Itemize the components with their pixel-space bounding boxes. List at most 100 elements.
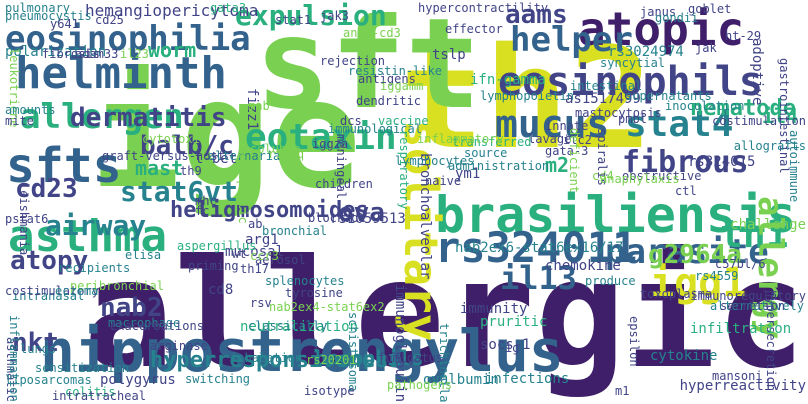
word-graft-versus-host: graft-versus-host (102, 149, 225, 163)
word-asthma: asthma (8, 211, 167, 262)
word-mucus: mucus (495, 102, 610, 146)
word-administration: administration (448, 159, 550, 173)
word-ifn-gamma: ifn-gamma (470, 72, 546, 88)
word-lymphocytes: lymphocytes (395, 154, 475, 168)
word-eotaxin: eotaxin (245, 117, 397, 158)
word-peribronchial: peribronchial (70, 279, 164, 293)
word-immunological: immunological (328, 122, 422, 136)
word-exacerbations: exacerbations (110, 319, 204, 333)
word-nab2ex6-stat6ex16-17: nab2ex6-stat6ex16/17 (455, 240, 624, 256)
word-ab: ab (248, 217, 263, 231)
word-effector: effector (445, 22, 503, 36)
word-intranasal: intranasal (12, 289, 85, 303)
word-helminth: helminth (15, 48, 227, 99)
word-costimulatory: costimulatory (5, 284, 99, 298)
word-dendritic: dendritic (356, 94, 422, 108)
word-ilc2: ilc2 (563, 133, 592, 147)
word-blockade: blockade (308, 211, 366, 225)
word-liposarcomas: liposarcomas (5, 373, 92, 387)
word-inoculation: inoculation (665, 99, 745, 113)
word-pruritic: pruritic (480, 314, 548, 330)
word-anti-cd3: anti-cd3 (343, 26, 401, 40)
word-goblet: goblet (688, 2, 732, 16)
word-infiltration: infiltration (690, 321, 792, 337)
word-cd4: cd4 (592, 169, 614, 183)
word-allergic: allergic (83, 228, 806, 402)
word-antigens: antigens (358, 72, 416, 86)
word-hemangiopericytoma: hemangiopericytoma (85, 1, 259, 20)
word-resistin-like: resistin-like (348, 64, 442, 78)
word-rs324015: rs324015 (688, 154, 756, 170)
word-tyrosine: tyrosine (285, 286, 343, 300)
word-atopic: atopic (578, 2, 745, 56)
word-transferred: transferred (452, 135, 532, 149)
word-jak: jak (695, 41, 717, 55)
word-inhalation: inhalation (230, 351, 303, 365)
word-epsilon: epsilon (627, 316, 641, 367)
word-hypercontractility: hypercontractility (418, 1, 549, 15)
word-cd25: cd25 (95, 13, 124, 27)
word-gastrointestinal: gastrointestinal (777, 58, 791, 174)
word-janus: janus (640, 5, 677, 19)
word-ig: ig (505, 341, 520, 355)
word-source: source (464, 146, 508, 160)
word-aspergillus: aspergillus (177, 239, 257, 253)
word-mhc: mhc (195, 194, 217, 208)
word-challenge: challenge (730, 217, 806, 233)
word-immunoregulatory: immunoregulatory (690, 289, 806, 303)
word-naive: naive (425, 174, 462, 188)
word-nkt: nkt (12, 328, 59, 358)
word-mastocytosis: mastocytosis (575, 106, 662, 120)
word-ova: ova (338, 198, 385, 228)
word-fc: fc (195, 204, 210, 218)
word-stat1: stat1 (275, 13, 312, 27)
word-neutralization: neutralization (240, 319, 359, 335)
word-rsv: rsv (250, 296, 272, 310)
word-elisa: elisa (125, 248, 162, 262)
word-mite: mite (5, 114, 34, 128)
word-chemokine: chemokine (545, 258, 621, 274)
word-iggza: iggza (312, 137, 349, 151)
word-as1517499: as1517499 (565, 91, 641, 107)
word-arg1: arg1 (245, 232, 279, 248)
word-il23: il23 (120, 47, 149, 61)
word-sensitization: sensitization (35, 361, 129, 375)
word-innate: innate (545, 119, 589, 133)
word-cd8: cd8 (208, 282, 234, 298)
word-bronchial: bronchial (262, 224, 328, 238)
word-adam33: adam33 (75, 47, 119, 61)
word-eosinophils: eosinophils (498, 59, 763, 105)
word-fumigatus: fumigatus (378, 351, 444, 365)
word-airway: airway (45, 209, 147, 242)
word-switching: switching (185, 372, 251, 386)
word-eosinophilia: eosinophilia (5, 19, 251, 59)
word-splenocytes: splenocytes (265, 274, 345, 288)
word-cytotoxic: cytotoxic (142, 132, 208, 146)
word-socs-1: socs-1 (480, 337, 531, 353)
word-fibrous: fibrous (622, 145, 749, 180)
word-rs1059513: rs1059513 (330, 211, 406, 227)
word-expulsion: expulsion (235, 0, 387, 32)
word-nab2ex4-stat6ex2: nab2ex4-stat6ex2 (269, 300, 385, 314)
word-alternatively: alternatively (710, 299, 804, 313)
word-alternaria: alternaria (208, 149, 281, 163)
word-secretion: secretion (720, 299, 786, 313)
word-mansoni: mansoni (712, 369, 763, 383)
word-mast: mast (135, 156, 184, 180)
word-il13: il13 (500, 259, 578, 297)
word-leishmania: leishmania (17, 183, 31, 256)
word-r130q: r130q (268, 147, 305, 161)
word-toxoplasma: toxoplasma (640, 287, 713, 301)
word-amounts: amounts (5, 103, 56, 117)
word-inflammatory: inflammatory (417, 132, 504, 146)
word-heligmosomoides: heligmosomoides (170, 198, 369, 223)
word-allergen: allergen (20, 97, 184, 137)
word-dcs: dcs (340, 114, 362, 128)
word-iggamm: iggamm (380, 79, 424, 93)
word-infections: infections (485, 371, 570, 387)
word-priming: priming (188, 259, 239, 273)
word-lungs: lungs (20, 342, 57, 356)
word-colitis: colitis (65, 385, 116, 399)
word-adoptive: adoptive (749, 38, 765, 106)
